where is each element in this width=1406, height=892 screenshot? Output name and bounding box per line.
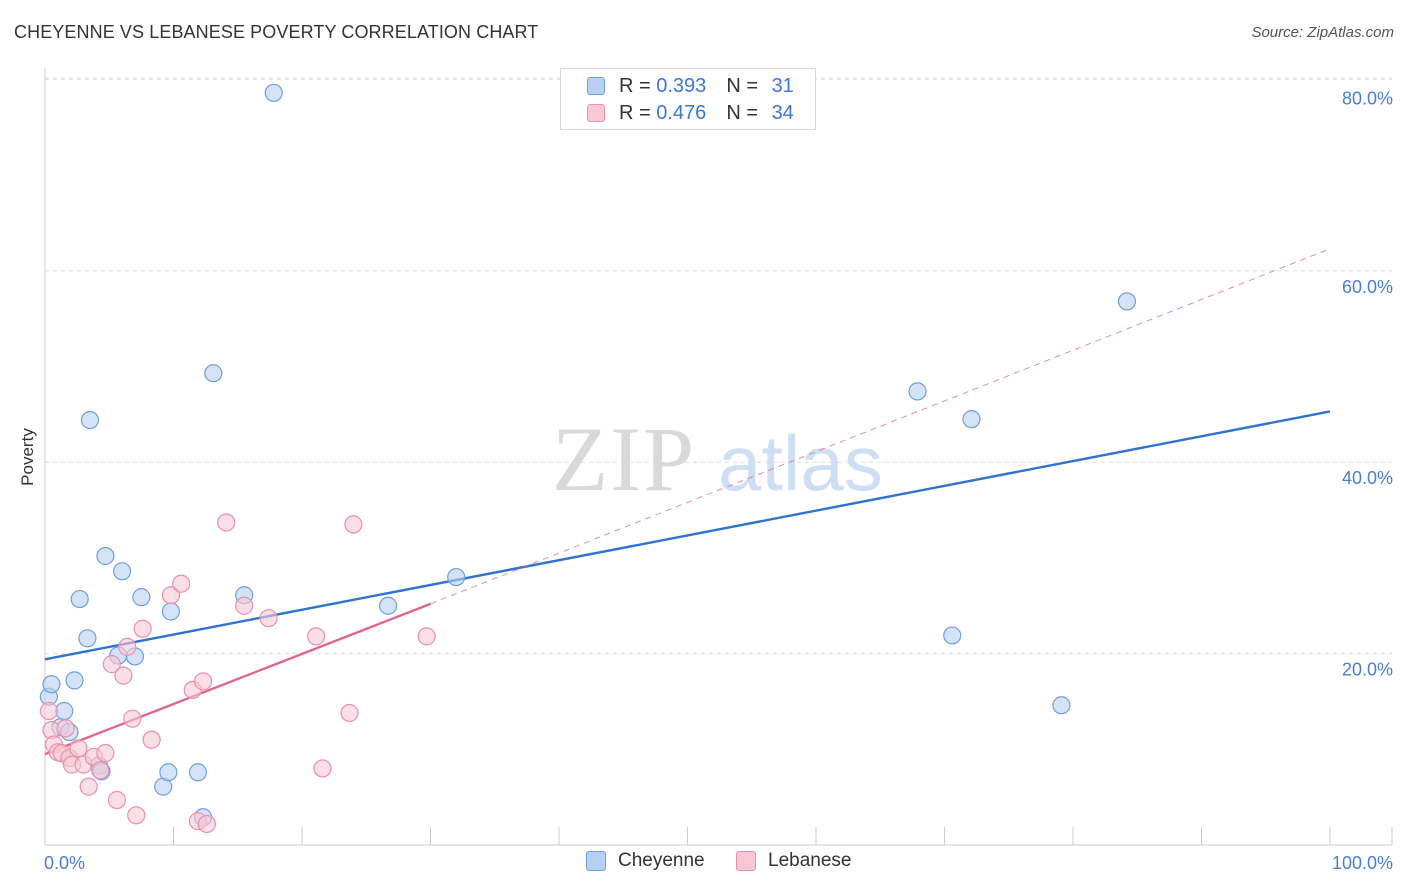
lebanese-point bbox=[197, 814, 217, 834]
cheyenne-point bbox=[78, 629, 97, 648]
n-label: N = bbox=[726, 74, 764, 97]
lebanese-point bbox=[235, 596, 254, 615]
n-label: N = bbox=[726, 101, 764, 124]
lebanese-point bbox=[56, 719, 75, 738]
cheyenne-point bbox=[1052, 696, 1071, 715]
r-label: R = bbox=[619, 101, 657, 124]
lebanese-point bbox=[340, 703, 359, 723]
lebanese-trend-extension bbox=[430, 248, 1331, 605]
cheyenne-point bbox=[65, 671, 84, 690]
cheyenne-point bbox=[161, 602, 181, 621]
r-value: 0.393 bbox=[656, 74, 707, 97]
cheyenne-point bbox=[70, 589, 89, 609]
point-layer bbox=[39, 83, 1137, 834]
cheyenne-point bbox=[264, 83, 283, 102]
lebanese-point bbox=[161, 586, 181, 605]
lebanese-point bbox=[102, 655, 121, 674]
cheyenne-point bbox=[96, 546, 115, 566]
cheyenne-point bbox=[112, 562, 132, 581]
lebanese-point bbox=[91, 761, 110, 780]
lebanese-point bbox=[123, 709, 142, 728]
y-tick-label: 60.0% bbox=[1342, 277, 1393, 297]
source-label: Source: ZipAtlas.com bbox=[1251, 24, 1394, 41]
cheyenne-point bbox=[1117, 292, 1137, 311]
lebanese-point bbox=[133, 619, 152, 638]
lebanese-swatch bbox=[587, 104, 605, 122]
lebanese-legend-swatch bbox=[736, 851, 756, 871]
cheyenne-point bbox=[80, 410, 100, 430]
n-value: 34 bbox=[771, 101, 794, 124]
lebanese-point bbox=[142, 730, 161, 749]
legend-item-cheyenne: Cheyenne bbox=[586, 850, 705, 872]
cheyenne-point bbox=[132, 588, 151, 607]
lebanese-legend-label: Lebanese bbox=[768, 850, 852, 871]
y-tick-label: 80.0% bbox=[1342, 88, 1393, 108]
n-value: 31 bbox=[771, 74, 794, 97]
lebanese-point bbox=[259, 609, 278, 628]
chart-title: CHEYENNE VS LEBANESE POVERTY CORRELATION… bbox=[14, 22, 539, 42]
cheyenne-point bbox=[159, 763, 178, 782]
lebanese-point bbox=[79, 777, 98, 796]
lebanese-point bbox=[172, 574, 191, 593]
x-tick-label-max: 100.0% bbox=[1332, 853, 1393, 873]
cheyenne-point bbox=[962, 410, 981, 429]
cheyenne-point bbox=[908, 382, 927, 401]
r-label: R = bbox=[619, 74, 657, 97]
x-tick-label-min: 0.0% bbox=[44, 853, 85, 873]
lebanese-point bbox=[107, 790, 127, 810]
lebanese-point bbox=[193, 672, 213, 691]
lebanese-point bbox=[127, 806, 146, 825]
lebanese-point bbox=[217, 513, 236, 532]
cheyenne-point bbox=[42, 675, 61, 694]
watermark-atlas: atlas bbox=[718, 419, 883, 507]
lebanese-trend-line bbox=[44, 602, 431, 756]
cheyenne-point bbox=[943, 626, 962, 645]
watermark: ZIP atlas bbox=[552, 408, 883, 510]
lebanese-point bbox=[118, 637, 137, 657]
label-layer: 20.0% 40.0% 60.0% 80.0% 0.0% 100.0% Poverty bbox=[18, 88, 1393, 873]
y-tick-label: 20.0% bbox=[1342, 660, 1393, 680]
series-legend: Cheyenne Lebanese bbox=[0, 850, 1406, 878]
cheyenne-point bbox=[447, 567, 466, 587]
trend-layer bbox=[44, 248, 1331, 756]
r-value: 0.476 bbox=[656, 101, 707, 124]
cheyenne-swatch bbox=[587, 77, 605, 95]
lebanese-point bbox=[39, 701, 58, 721]
cheyenne-trend-line bbox=[44, 410, 1331, 661]
lebanese-point bbox=[69, 739, 88, 758]
lebanese-point bbox=[96, 744, 115, 763]
lebanese-point bbox=[114, 666, 133, 685]
cheyenne-point bbox=[55, 701, 74, 721]
cheyenne-point bbox=[378, 596, 398, 615]
cheyenne-legend-label: Cheyenne bbox=[618, 850, 705, 871]
correlation-legend: R = 0.393 N = 31 R = 0.476 N = 34 bbox=[560, 68, 816, 130]
legend-row-cheyenne: R = 0.393 N = 31 bbox=[587, 73, 794, 99]
cheyenne-point bbox=[204, 364, 223, 383]
watermark-zip: ZIP bbox=[552, 408, 696, 510]
lebanese-point bbox=[344, 515, 363, 534]
y-tick-label: 40.0% bbox=[1342, 468, 1393, 488]
grid-layer bbox=[45, 77, 1392, 655]
y-axis-label: Poverty bbox=[18, 428, 37, 486]
cheyenne-legend-swatch bbox=[586, 851, 606, 871]
lebanese-point bbox=[307, 627, 326, 646]
lebanese-point bbox=[417, 627, 436, 646]
legend-row-lebanese: R = 0.476 N = 34 bbox=[587, 100, 794, 126]
cheyenne-point bbox=[188, 763, 208, 782]
lebanese-point bbox=[313, 759, 332, 778]
legend-item-lebanese: Lebanese bbox=[736, 850, 851, 872]
